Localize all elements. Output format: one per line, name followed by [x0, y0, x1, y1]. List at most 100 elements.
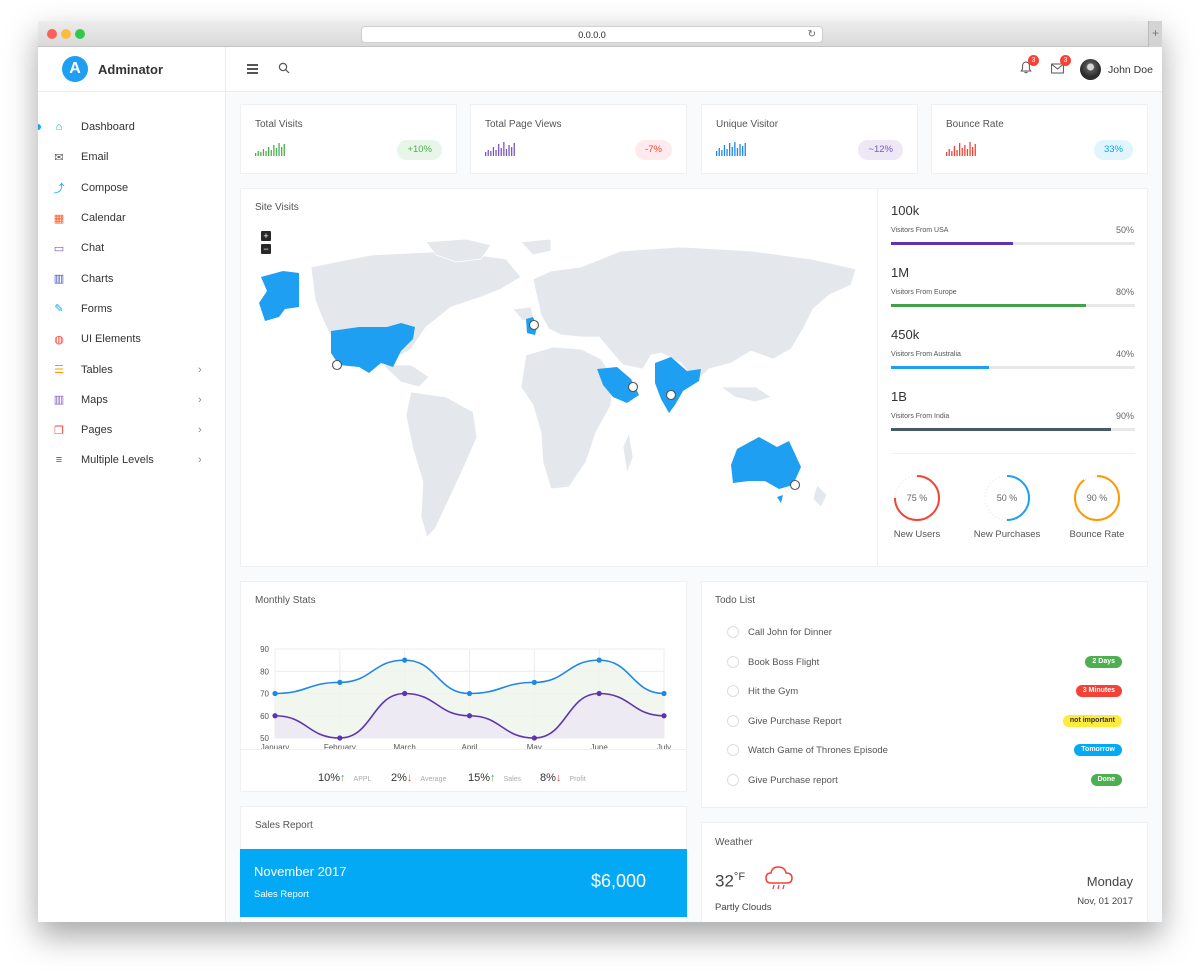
weather-date: Nov, 01 2017	[1077, 896, 1133, 907]
sparkline-bar	[742, 146, 744, 156]
region-value: 1B	[891, 389, 907, 404]
data-point[interactable]	[531, 679, 537, 685]
sidebar-item-label: Dashboard	[81, 121, 135, 134]
sparkline-bar	[974, 144, 976, 156]
data-point[interactable]	[466, 690, 473, 697]
mail-icon[interactable]: 3	[1051, 55, 1071, 79]
sparkline-bar	[729, 143, 731, 156]
minimize-window-button[interactable]	[61, 29, 71, 39]
partly-cloudy-icon	[765, 866, 793, 890]
region-percent: 40%	[1115, 349, 1134, 359]
sidebar-item-maps[interactable]: ▥ Maps ›	[38, 385, 226, 415]
menu-toggle-icon[interactable]	[247, 64, 258, 76]
ring-value: 50 %	[997, 493, 1018, 503]
summary-label: Average	[420, 776, 447, 783]
todo-checkbox[interactable]	[727, 655, 739, 668]
sidebar-item-email[interactable]: ✉ Email	[38, 142, 226, 172]
todo-item[interactable]: Give Purchase Report not important	[727, 712, 1122, 732]
todo-tag: 3 Minutes	[1075, 685, 1122, 698]
todo-item[interactable]: Hit the Gym 3 Minutes	[727, 682, 1122, 702]
ring-label: New Users	[893, 529, 941, 540]
todo-checkbox[interactable]	[727, 626, 739, 638]
sparkline-bar	[723, 145, 726, 156]
search-icon[interactable]	[278, 61, 290, 79]
todo-checkbox[interactable]	[727, 774, 739, 786]
close-window-button[interactable]	[47, 29, 57, 39]
todo-text: Call John for Dinner	[748, 627, 832, 638]
new-tab-button[interactable]: +	[1148, 21, 1162, 47]
address-bar[interactable]: 0.0.0.0 ↻	[361, 26, 823, 43]
data-point[interactable]	[337, 679, 343, 685]
sidebar-item-multiple-levels[interactable]: ≡ Multiple Levels ›	[38, 445, 226, 475]
data-point[interactable]	[337, 735, 343, 741]
sparkline-bar	[495, 150, 497, 156]
data-point[interactable]	[272, 713, 278, 719]
data-point[interactable]	[596, 657, 602, 663]
pencil-icon: ✎	[54, 303, 64, 316]
todo-item[interactable]: Book Boss Flight 2 Days	[727, 653, 1122, 673]
sidebar-item-label: Tables	[81, 363, 113, 376]
avatar[interactable]	[1080, 59, 1101, 80]
world-map[interactable]	[251, 237, 871, 557]
region-percent: 90%	[1115, 411, 1134, 421]
sidebar-item-tables[interactable]: ☰ Tables ›	[38, 354, 226, 384]
address-bar-text: 0.0.0.0	[578, 30, 606, 40]
data-point[interactable]	[661, 690, 667, 697]
region-label: Visitors From USA	[891, 227, 949, 234]
reload-icon[interactable]: ↻	[807, 29, 816, 40]
y-tick-label: 60	[260, 712, 269, 721]
sidebar-item-ui-elements[interactable]: ◍ UI Elements	[38, 324, 226, 354]
sidebar-item-charts[interactable]: ▥ Charts	[38, 263, 226, 293]
todo-tag: Done	[1090, 774, 1122, 786]
region-percent: 50%	[1115, 225, 1134, 235]
sparkline-bar	[959, 143, 961, 156]
sidebar-item-dashboard[interactable]: ⌂ Dashboard	[38, 112, 226, 142]
chevron-right-icon: ›	[198, 454, 202, 467]
sparkline-bar	[270, 150, 272, 156]
sidebar-item-chat[interactable]: ▭ Chat	[38, 233, 226, 263]
todo-text: Watch Game of Thrones Episode	[748, 745, 888, 757]
region-percent: 80%	[1115, 287, 1134, 297]
todo-checkbox[interactable]	[727, 714, 739, 727]
data-point[interactable]	[466, 713, 473, 719]
data-point[interactable]	[272, 690, 278, 697]
sidebar-item-compose[interactable]: ⤴ Compose	[38, 173, 226, 203]
sidebar-item-label: Multiple Levels	[81, 454, 154, 467]
data-point[interactable]	[402, 690, 408, 697]
user-name[interactable]: John Doe	[1108, 64, 1153, 76]
sidebar-item-pages[interactable]: ❐ Pages ›	[38, 415, 226, 445]
data-point[interactable]	[531, 735, 537, 741]
zoom-out-button[interactable]: −	[261, 244, 271, 254]
x-tick-label: April	[461, 743, 477, 750]
stat-badge: 33%	[1093, 140, 1133, 160]
sales-report-title: Sales Report	[255, 820, 313, 831]
sidebar-item-forms[interactable]: ✎ Forms	[38, 294, 226, 324]
progress-bar-fill	[891, 304, 1087, 307]
sales-subtitle: Sales Report	[254, 889, 309, 900]
weather-condition: Partly Clouds	[715, 902, 772, 913]
y-tick-label: 80	[260, 667, 269, 676]
todo-tag: not important	[1062, 714, 1122, 727]
maximize-window-button[interactable]	[75, 29, 85, 39]
todo-text: Give Purchase Report	[748, 715, 842, 727]
todo-checkbox[interactable]	[727, 685, 739, 698]
data-point[interactable]	[402, 657, 408, 663]
zoom-in-button[interactable]: +	[261, 231, 271, 241]
data-point[interactable]	[661, 713, 667, 719]
sparkline-bar	[964, 145, 966, 156]
sidebar-menu: ⌂ Dashboard ✉ Email ⤴ Compose ▦ Calendar ▭ Chat ▥ C…	[38, 112, 226, 476]
palette-icon: ◍	[54, 333, 64, 346]
sales-amount: $6,000	[590, 871, 646, 891]
todo-item[interactable]: Call John for Dinner	[727, 623, 1122, 643]
sidebar-item-calendar[interactable]: ▦ Calendar	[38, 203, 226, 233]
todo-checkbox[interactable]	[727, 744, 739, 757]
todo-item[interactable]: Give Purchase report Done	[727, 771, 1122, 791]
brand[interactable]: A Adminator	[38, 47, 225, 92]
sparkline-bar	[731, 147, 733, 156]
data-point[interactable]	[596, 690, 602, 697]
todo-item[interactable]: Watch Game of Thrones Episode Tomorrow	[727, 741, 1122, 761]
notifications-icon[interactable]: 3	[1020, 55, 1039, 79]
sparkline-bar	[969, 142, 971, 156]
sidebar-item-label: Calendar	[81, 212, 126, 225]
